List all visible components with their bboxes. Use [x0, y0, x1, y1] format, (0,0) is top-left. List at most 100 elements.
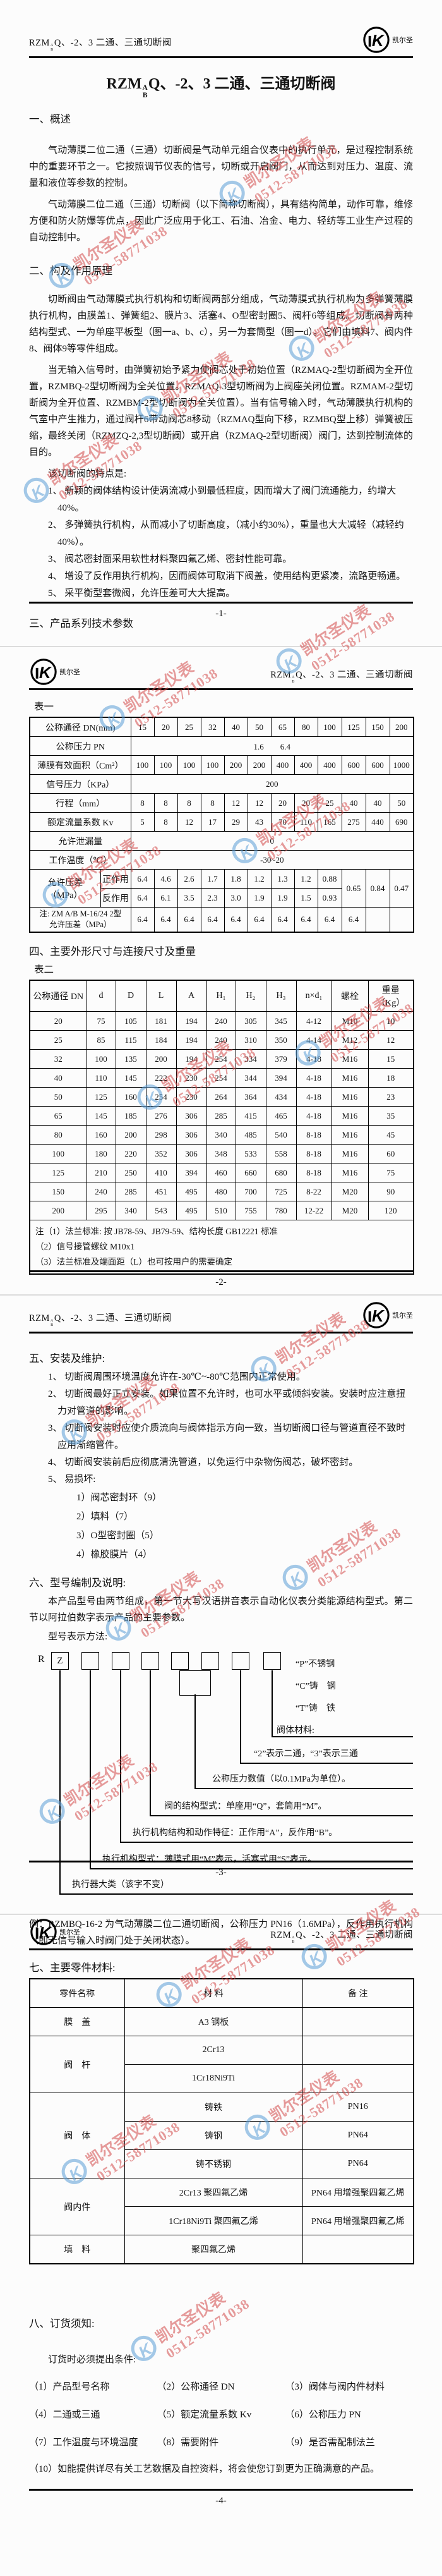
table-cell: 400 [317, 755, 342, 775]
table-cell: 10 [367, 1011, 414, 1031]
column-header: 零件名称 [29, 1978, 125, 2008]
table-cell: 23 [367, 1087, 414, 1107]
svg-text:K: K [39, 1923, 52, 1942]
ordering-intro: 订货时必须提出条件: [48, 2355, 136, 2365]
data-table: 零件名称材 料备 注膜 盖 A3 钢板阀 杆 2Cr13 1Cr18Ni9Ti 阀 体铸… [29, 1978, 414, 2264]
column-header: H₁ [206, 980, 236, 1012]
brand-logo: K 凯尔圣 [29, 1917, 80, 1947]
table-cell: 15 [130, 717, 155, 737]
circle-k-icon: K [363, 1302, 390, 1328]
table-cell: 4-14 [296, 1030, 332, 1050]
table-cell: 70 [270, 812, 295, 832]
table-cell: 400 [294, 755, 318, 775]
table-cell: A3 钢板 [124, 2007, 303, 2036]
table-cell: 295 [86, 1201, 116, 1220]
table-cell: 注（1）法兰标准: 按 JB78-59、JB79-59、结构长度 GB12221… [29, 1220, 414, 1275]
table-cell: 0.47 [389, 869, 414, 908]
table-cell: 8-22 [296, 1182, 332, 1201]
table-cell: 2Cr13 [124, 2036, 303, 2065]
table-row: 允许泄漏量 0 [29, 831, 414, 851]
table-cell: 200 [224, 755, 248, 775]
table-cell: 440 [365, 812, 390, 832]
table-cell: PN64 用增强聚四氟乙烯 [302, 2206, 414, 2235]
table-cell: 543 [145, 1201, 177, 1220]
brand-logo: K 凯尔圣 [362, 25, 413, 54]
table-cell: 3.5 [177, 888, 201, 908]
table-row: 行程（mm） 8 8 8 8 12 12 20 20 25 40 40 50 [29, 793, 414, 813]
table-row: 80 160 200 298 306 340 485 540 8-18 M16 45 [29, 1125, 414, 1145]
paragraph: 切断阀由气动薄膜式执行机构和切断阀两部分组成，气动薄膜式执行机构为多弹簧薄膜执行… [29, 294, 413, 354]
table-cell: 100 [177, 755, 201, 775]
table-row: 阀 杆 2Cr13 [29, 2036, 414, 2093]
code-box-z: Z [51, 1652, 69, 1670]
table-row: 注: ZM A/B M-16/24 2型 允许压差（MPa） 6.4 6.4 6.4 6… [29, 907, 414, 933]
table-row: 阀 体铸铁 PN16 [29, 2093, 414, 2178]
table-cell: 222 [145, 1068, 177, 1088]
table-cell: 32 [200, 717, 225, 737]
table-cell: 298 [145, 1125, 177, 1145]
table-row: 65 145 185 276 306 285 415 465 4-18 M16 35 [29, 1106, 414, 1126]
diagram-r-label: R [38, 1654, 45, 1665]
table-cell: 350 [265, 1030, 297, 1050]
table-cell: 6.4 [224, 907, 248, 933]
page-number: -3- [215, 1868, 227, 1878]
model-method-label: 型号表示方法: [48, 1632, 108, 1642]
table-cell: 1.9 [270, 888, 295, 908]
table-cell: 35 [367, 1106, 414, 1126]
circle-k-icon: K [363, 27, 390, 53]
callout-line [272, 1670, 273, 1736]
table-cell: 110 [86, 1068, 116, 1088]
svg-text:K: K [39, 663, 52, 682]
page-footer: -1- [29, 602, 413, 619]
table-cell: 1.2 [294, 869, 318, 889]
callout-label: 执行器大类（该字不变） [72, 1880, 169, 1890]
table-cell: 8 [200, 793, 225, 813]
table-cell: 240 [86, 1182, 116, 1201]
table-cell: 2.3 [200, 888, 225, 908]
table-cell: 4-18 [296, 1068, 332, 1088]
paragraph: 气动薄膜二位二通（三通）切断阀（以下简称切断阀），具有结构简单，动作可靠，维修方… [29, 199, 413, 243]
svg-text:K: K [372, 1306, 385, 1325]
wear-part-item: 1）阀芯密封环（9） [76, 1493, 162, 1503]
table-cell: 信号压力（KPa） [29, 774, 131, 794]
table-cell: 780 [265, 1201, 297, 1220]
table-cell: 20 [294, 793, 318, 813]
dimensions-table: 公称通径 DN d D L A H₁ H₂ H₃ n×d₁ 螺栓 重量 （Kg） 20 75 105 181… [29, 980, 414, 1275]
table-cell: 184 [145, 1030, 177, 1050]
table-cell: 194 [176, 1049, 207, 1069]
table-row: 填 料聚四氟乙烯 [29, 2235, 414, 2264]
table-cell: M10 [331, 1011, 369, 1031]
table-cell: M16 [331, 1087, 369, 1107]
code-box [232, 1652, 249, 1670]
page-separator [0, 1914, 442, 1915]
table-cell: 394 [176, 1163, 207, 1182]
material-label: 阀体材料: [277, 1726, 314, 1735]
table-cell: 334 [235, 1049, 266, 1069]
table-cell: 276 [145, 1106, 177, 1126]
table-row: 公称通径 DN d D L A H₁ H₂ H₃ n×d₁ 螺栓 重量 （Kg） [29, 980, 414, 1012]
table-cell: 6.4 [130, 888, 155, 908]
table-cell: 533 [235, 1144, 266, 1163]
section-5-heading: 五、安装及维护: [29, 1352, 105, 1364]
table-cell: 32 [29, 1049, 87, 1069]
table-cell: 4-18 [296, 1106, 332, 1126]
table-cell: 8-18 [296, 1144, 332, 1163]
table-cell: 400 [270, 755, 295, 775]
table-cell: 410 [145, 1163, 177, 1182]
table-cell: 264 [206, 1087, 236, 1107]
model-suffix: Q、-2、3 二通、三通切断阀 [54, 38, 172, 49]
brand-logo-text: 凯尔圣 [59, 1929, 80, 1936]
table-cell: 50 [29, 1087, 87, 1107]
table-cell: 6.4 [317, 907, 342, 933]
callout-line [59, 1670, 61, 1893]
callout-rule [59, 1893, 413, 1895]
table-cell [302, 2036, 414, 2065]
table-cell: 40 [341, 793, 366, 813]
table-cell: 480 [206, 1182, 236, 1201]
table-cell: 公称通径 DN(mm) [29, 717, 131, 737]
example-paragraph: 例：RZMBQ-16-2 为气动薄膜二位二通切断阀，公称压力 PN16（1.6M… [29, 1919, 413, 1946]
table-cell: 100 [153, 755, 178, 775]
table-cell: 451 [145, 1182, 177, 1201]
callout-label: “2”表示二通，“3”表示三通 [254, 1749, 358, 1759]
